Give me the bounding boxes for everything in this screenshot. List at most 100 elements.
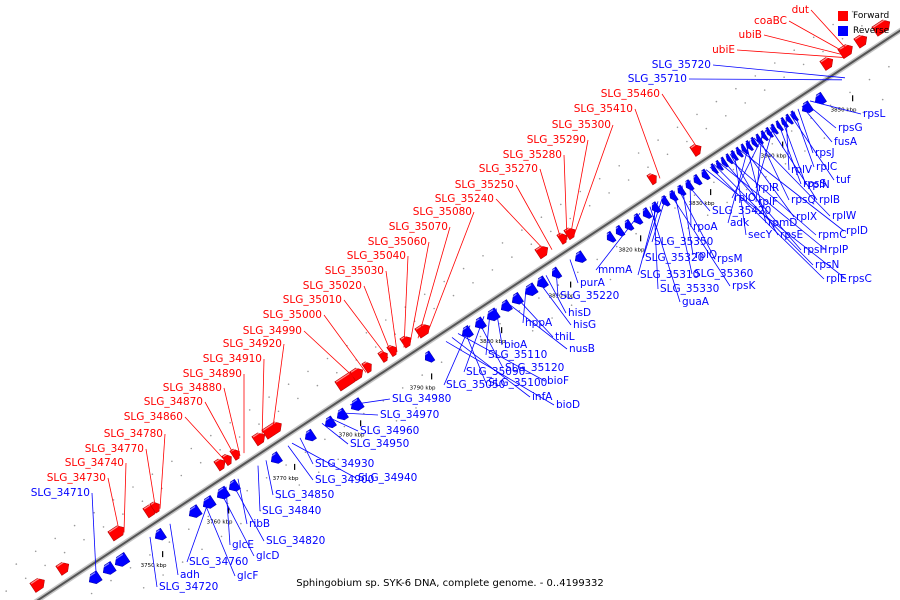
- label-leader: [763, 34, 847, 56]
- gene-label: ribB: [249, 518, 270, 530]
- guide-dot: [851, 10, 854, 13]
- gene-label: rplF: [758, 196, 778, 208]
- label-leader: [363, 285, 393, 356]
- label-leader: [123, 462, 127, 533]
- gene-label: nusB: [569, 343, 595, 355]
- kbp-tick-label: 3780 kbp: [339, 432, 365, 438]
- reverse-gene: [335, 407, 349, 421]
- gene-label: rplP: [828, 244, 848, 256]
- gene-label: rpsK: [732, 280, 756, 292]
- label-leader: [649, 206, 681, 303]
- guide-dot: [657, 139, 659, 141]
- gene-label: rpoA: [693, 221, 718, 233]
- label-leader: [287, 445, 314, 481]
- label-leader: [805, 103, 837, 129]
- guide-dot: [90, 592, 93, 595]
- gene-label: SLG_34930: [315, 458, 374, 470]
- label-leader: [321, 423, 349, 445]
- forward-gene: [251, 431, 266, 447]
- gene-label: SLG_35330: [660, 283, 719, 295]
- gene-label: SLG_34720: [159, 581, 218, 593]
- guide-dot: [423, 293, 426, 296]
- label-leader: [271, 343, 285, 435]
- gene-label: SLG_35280: [503, 149, 562, 161]
- guide-dot: [590, 291, 592, 294]
- gene-label: SLG_34880: [163, 382, 222, 394]
- guide-dot: [493, 355, 495, 358]
- guide-dot: [356, 445, 359, 448]
- gene-label: rpsG: [838, 122, 863, 134]
- guide-dot: [324, 438, 326, 441]
- gene-label: SLG_34970: [380, 409, 439, 421]
- guide-dot: [588, 204, 591, 207]
- label-leader: [514, 295, 554, 338]
- gene-label: SLG_34980: [392, 393, 451, 405]
- gene-label: rplO: [734, 192, 756, 204]
- gene-label: SLG_34910: [203, 353, 262, 365]
- guide-dot: [110, 579, 112, 582]
- guide-dot: [454, 381, 456, 384]
- forward-swatch: [838, 10, 848, 21]
- kbp-tick-label: 3770 kbp: [273, 476, 299, 482]
- label-leader: [705, 169, 847, 280]
- guide-dot: [713, 181, 715, 184]
- guide-dot: [365, 332, 368, 334]
- guide-dot: [674, 207, 676, 209]
- label-leader: [737, 148, 845, 232]
- label-leader: [721, 158, 802, 251]
- guide-dot: [304, 451, 307, 454]
- guide-dot: [745, 188, 748, 191]
- label-leader: [755, 132, 763, 203]
- label-leader: [427, 211, 475, 332]
- reverse-gene: [605, 230, 617, 243]
- reverse-gene: [550, 266, 563, 279]
- label-leader: [495, 308, 503, 346]
- label-leader: [595, 213, 641, 271]
- guide-dot: [112, 499, 115, 501]
- reverse-gene: [765, 126, 774, 138]
- gene-label: SLG_35020: [303, 280, 362, 292]
- gene-label: rplV: [791, 164, 813, 176]
- gene-label: SLG_35310: [640, 269, 699, 281]
- label-leader: [385, 270, 398, 353]
- label-leader: [443, 325, 471, 386]
- gene-label: SLG_34770: [85, 443, 144, 455]
- guide-dot: [499, 322, 501, 325]
- forward-gene: [689, 143, 702, 157]
- guide-dot: [285, 464, 287, 466]
- label-leader: [231, 482, 265, 542]
- guide-dot: [648, 253, 651, 255]
- guide-dot: [73, 524, 76, 527]
- guide-dot: [530, 243, 533, 245]
- label-leader: [563, 154, 568, 240]
- gene-label: SLG_34870: [144, 396, 203, 408]
- gene-label: SLG_34820: [266, 535, 325, 547]
- label-leader: [569, 139, 589, 238]
- gene-label: SLG_35720: [652, 59, 711, 71]
- guide-dot: [201, 548, 203, 551]
- gene-label: SLG_35080: [413, 206, 472, 218]
- guide-dot: [861, 25, 863, 27]
- gene-label: SLG_34950: [350, 438, 409, 450]
- reverse-gene: [323, 415, 337, 429]
- label-leader: [810, 9, 851, 54]
- gene-label: SLG_35220: [560, 290, 619, 302]
- map-caption: Sphingobium sp. SYK-6 DNA, complete geno…: [296, 578, 604, 589]
- forward-gene: [399, 334, 412, 349]
- guide-dot: [790, 130, 793, 132]
- legend-forward: Forward: [838, 8, 900, 23]
- guide-dot: [557, 284, 560, 286]
- guide-dot: [385, 319, 387, 321]
- guide-dot: [609, 278, 612, 281]
- guide-dot: [822, 50, 824, 53]
- gene-label: rplX: [796, 211, 817, 223]
- gene-label: SLG_34860: [124, 411, 183, 423]
- label-leader: [717, 161, 827, 251]
- forward-gene: [361, 361, 372, 374]
- guide-dot: [287, 383, 290, 386]
- guide-dot: [550, 230, 552, 233]
- gene-label: SLG_35240: [435, 193, 494, 205]
- guide-dot: [868, 78, 871, 81]
- guide-dot: [629, 265, 631, 268]
